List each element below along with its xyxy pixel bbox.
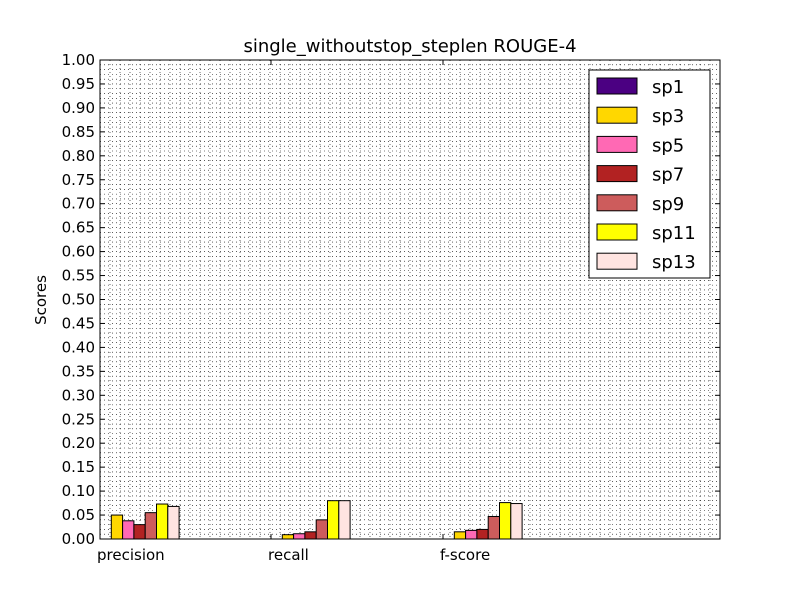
y-tick-label: 0.35 <box>62 362 95 380</box>
y-tick-label: 0.25 <box>62 410 95 428</box>
y-tick-label: 0.05 <box>62 506 95 524</box>
y-tick-label: 0.10 <box>62 482 95 500</box>
y-tick-label: 0.85 <box>62 123 95 141</box>
y-tick-label: 0.75 <box>62 171 95 189</box>
legend-label-sp11: sp11 <box>652 223 696 244</box>
bar-sp3-recall <box>281 534 295 540</box>
bar-sp11-f-score <box>499 502 512 540</box>
bar-sp5-precision <box>122 520 135 540</box>
y-tick-label: 0.65 <box>62 219 95 237</box>
y-tick-label: 0.00 <box>62 530 95 548</box>
legend-swatch-sp9 <box>596 194 638 212</box>
legend-swatch-sp11 <box>596 223 638 241</box>
legend-label-sp9: sp9 <box>652 194 684 215</box>
legend-label-sp5: sp5 <box>652 135 684 156</box>
y-tick-label: 0.80 <box>62 147 95 165</box>
y-tick-label: 0.55 <box>62 267 95 285</box>
bar-sp5-f-score <box>465 529 478 540</box>
y-tick-label: 1.00 <box>62 51 95 69</box>
bar-sp11-precision <box>156 503 169 540</box>
bar-sp13-f-score <box>510 503 523 540</box>
x-tick-label: f-score <box>440 546 490 564</box>
legend: sp1 sp3 sp5 sp7 sp9 sp11 sp13 <box>588 69 711 279</box>
bar-sp3-f-score <box>453 531 467 540</box>
y-tick-label: 0.45 <box>62 314 95 332</box>
chart-title: single_withoutstop_steplen ROUGE-4 <box>243 36 576 57</box>
legend-items: sp1 sp3 sp5 sp7 sp9 sp11 sp13 <box>596 77 696 273</box>
y-tick-label: 0.20 <box>62 434 95 452</box>
bar-sp5-recall <box>293 533 306 540</box>
y-tick-label: 0.70 <box>62 195 95 213</box>
legend-label-sp7: sp7 <box>652 165 684 186</box>
bar-sp7-f-score <box>476 528 489 540</box>
x-tick-labels: precision recall f-score <box>97 546 490 564</box>
bar-sp7-recall <box>304 531 317 540</box>
bar-sp9-f-score <box>487 515 501 540</box>
legend-swatch-sp7 <box>596 165 638 183</box>
y-axis-label: Scores <box>32 275 50 325</box>
y-tick-label: 0.30 <box>62 386 95 404</box>
y-tick-label: 0.60 <box>62 243 95 261</box>
y-tick-labels: 0.00 0.05 0.10 0.15 0.20 0.25 0.30 0.35 0.40 0.45… <box>62 51 95 548</box>
y-tick-label: 0.50 <box>62 291 95 309</box>
bar-sp13-precision <box>167 505 180 540</box>
legend-label-sp3: sp3 <box>652 106 684 127</box>
legend-label-sp1: sp1 <box>652 77 684 98</box>
bar-sp11-recall <box>327 500 340 540</box>
x-tick-label: recall <box>268 546 309 564</box>
bar-sp3-precision <box>110 514 124 540</box>
ticks-layer <box>99 59 720 540</box>
legend-swatch-sp1 <box>596 77 638 95</box>
y-tick-label: 0.15 <box>62 458 95 476</box>
bar-sp9-precision <box>144 512 157 540</box>
y-tick-label: 0.40 <box>62 338 95 356</box>
legend-swatch-sp5 <box>596 135 638 153</box>
x-tick-label: precision <box>97 546 165 564</box>
y-tick-label: 0.90 <box>62 99 95 117</box>
bar-sp9-recall <box>315 519 329 540</box>
y-tick-label: 0.95 <box>62 75 95 93</box>
legend-swatch-sp3 <box>596 106 638 124</box>
bar-sp13-recall <box>338 500 351 540</box>
legend-swatch-sp13 <box>596 252 638 270</box>
bar-sp7-precision <box>133 524 146 540</box>
legend-label-sp13: sp13 <box>652 252 696 273</box>
